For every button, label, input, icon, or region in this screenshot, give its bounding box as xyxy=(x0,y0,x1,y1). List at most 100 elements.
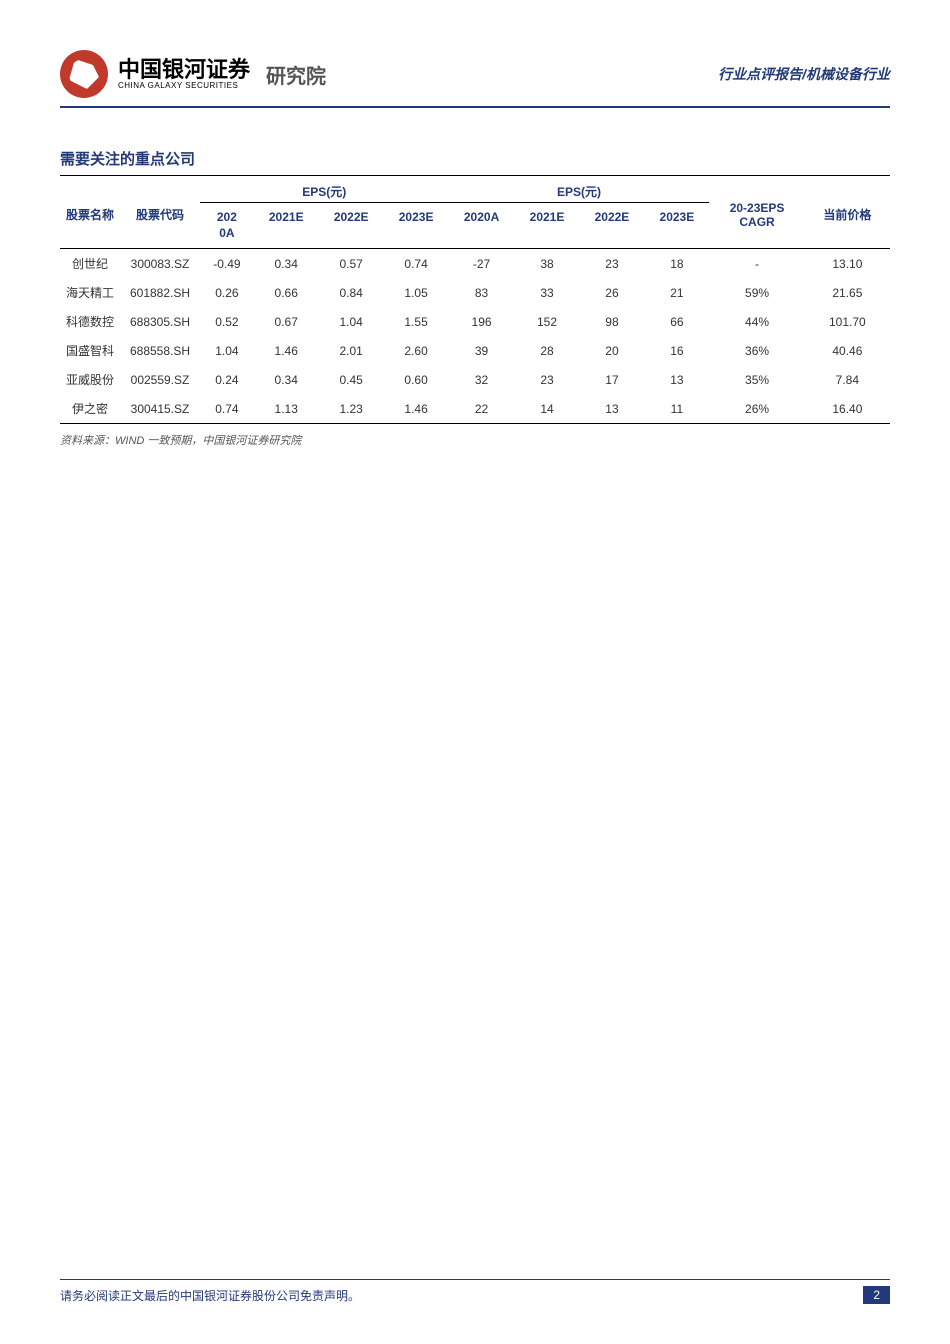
table-cell: 1.23 xyxy=(319,394,384,424)
table-cell: 83 xyxy=(449,278,515,307)
col-header-cagr: 20-23EPS CAGR xyxy=(709,177,804,249)
table-cell: -27 xyxy=(449,249,515,279)
logo-area: 中国银河证券 CHINA GALAXY SECURITIES 研究院 xyxy=(60,50,326,98)
table-cell: 0.74 xyxy=(200,394,254,424)
page-number: 2 xyxy=(863,1286,890,1304)
table-cell: 国盛智科 xyxy=(60,336,120,365)
table-cell: 32 xyxy=(449,365,515,394)
col-header-2021e-pe: 2021E xyxy=(515,202,580,249)
col-header-name: 股票名称 xyxy=(60,177,120,249)
table-cell: 0.66 xyxy=(254,278,319,307)
table-cell: 伊之密 xyxy=(60,394,120,424)
col-header-2021e-eps: 2021E xyxy=(254,202,319,249)
col-header-2020a-eps: 202 0A xyxy=(200,202,254,249)
table-cell: 0.45 xyxy=(319,365,384,394)
table-cell: 亚威股份 xyxy=(60,365,120,394)
table-cell: 13 xyxy=(644,365,709,394)
table-cell: 创世纪 xyxy=(60,249,120,279)
source-note: 资料来源：WIND 一致预期，中国银河证券研究院 xyxy=(60,432,890,448)
table-cell: 21 xyxy=(644,278,709,307)
table-cell: 688558.SH xyxy=(120,336,200,365)
col-header-code: 股票代码 xyxy=(120,177,200,249)
col-header-2020a-pe: 2020A xyxy=(449,202,515,249)
table-row: 海天精工601882.SH0.260.660.841.058333262159%… xyxy=(60,278,890,307)
table-cell: 1.04 xyxy=(319,307,384,336)
table-cell: 26 xyxy=(579,278,644,307)
table-cell: 300415.SZ xyxy=(120,394,200,424)
table-cell: 17 xyxy=(579,365,644,394)
table-cell: 13 xyxy=(579,394,644,424)
col-header-2022e-eps: 2022E xyxy=(319,202,384,249)
table-cell: 28 xyxy=(515,336,580,365)
company-logo-icon xyxy=(60,50,108,98)
table-cell: 14 xyxy=(515,394,580,424)
table-cell: 0.52 xyxy=(200,307,254,336)
table-cell: 22 xyxy=(449,394,515,424)
table-cell: 23 xyxy=(515,365,580,394)
col-header-2023e-eps: 2023E xyxy=(384,202,449,249)
logo-subtitle: 研究院 xyxy=(266,60,326,89)
table-cell: 20 xyxy=(579,336,644,365)
col-header-2023e-pe: 2023E xyxy=(644,202,709,249)
table-cell: 0.34 xyxy=(254,365,319,394)
table-cell: 1.46 xyxy=(384,394,449,424)
table-cell: 0.60 xyxy=(384,365,449,394)
table-cell: 38 xyxy=(515,249,580,279)
col-header-2022e-pe: 2022E xyxy=(579,202,644,249)
table-cell: 0.67 xyxy=(254,307,319,336)
footer-disclaimer: 请务必阅读正文最后的中国银河证券股份公司免责声明。 xyxy=(60,1287,360,1304)
table-cell: 21.65 xyxy=(805,278,890,307)
table-cell: 2.60 xyxy=(384,336,449,365)
table-cell: 0.24 xyxy=(200,365,254,394)
table-cell: 海天精工 xyxy=(60,278,120,307)
table-cell: 2.01 xyxy=(319,336,384,365)
table-row: 亚威股份002559.SZ0.240.340.450.603223171335%… xyxy=(60,365,890,394)
col-group-eps1: EPS(元) xyxy=(200,177,449,203)
table-cell: 13.10 xyxy=(805,249,890,279)
col-header-price: 当前价格 xyxy=(805,177,890,249)
table-row: 科德数控688305.SH0.520.671.041.5519615298664… xyxy=(60,307,890,336)
logo-text-block: 中国银河证券 CHINA GALAXY SECURITIES xyxy=(118,58,250,91)
table-cell: 688305.SH xyxy=(120,307,200,336)
table-cell: 44% xyxy=(709,307,804,336)
page-footer: 请务必阅读正文最后的中国银河证券股份公司免责声明。 2 xyxy=(60,1279,890,1304)
table-cell: 1.05 xyxy=(384,278,449,307)
table-row: 国盛智科688558.SH1.041.462.012.603928201636%… xyxy=(60,336,890,365)
table-cell: 16.40 xyxy=(805,394,890,424)
col-group-eps2: EPS(元) xyxy=(449,177,710,203)
logo-chinese-name: 中国银河证券 xyxy=(118,58,250,82)
table-cell: 0.84 xyxy=(319,278,384,307)
table-cell: 1.04 xyxy=(200,336,254,365)
table-cell: 196 xyxy=(449,307,515,336)
table-cell: 002559.SZ xyxy=(120,365,200,394)
table-cell: 59% xyxy=(709,278,804,307)
companies-table: 股票名称 股票代码 EPS(元) EPS(元) 20-23EPS CAGR 当前… xyxy=(60,176,890,424)
table-cell: -0.49 xyxy=(200,249,254,279)
table-cell: 40.46 xyxy=(805,336,890,365)
table-cell: 1.13 xyxy=(254,394,319,424)
table-cell: 35% xyxy=(709,365,804,394)
table-cell: 601882.SH xyxy=(120,278,200,307)
table-cell: 23 xyxy=(579,249,644,279)
table-cell: 39 xyxy=(449,336,515,365)
table-cell: 0.34 xyxy=(254,249,319,279)
table-cell: 0.26 xyxy=(200,278,254,307)
table-cell: 98 xyxy=(579,307,644,336)
table-cell: 33 xyxy=(515,278,580,307)
table-cell: 科德数控 xyxy=(60,307,120,336)
table-cell: 152 xyxy=(515,307,580,336)
table-cell: 1.55 xyxy=(384,307,449,336)
table-cell: 18 xyxy=(644,249,709,279)
table-cell: 300083.SZ xyxy=(120,249,200,279)
table-cell: 7.84 xyxy=(805,365,890,394)
section-title: 需要关注的重点公司 xyxy=(60,148,890,176)
table-cell: 1.46 xyxy=(254,336,319,365)
table-row: 伊之密300415.SZ0.741.131.231.462214131126%1… xyxy=(60,394,890,424)
table-cell: 0.74 xyxy=(384,249,449,279)
table-cell: 101.70 xyxy=(805,307,890,336)
report-category: 行业点评报告/机械设备行业 xyxy=(718,64,890,84)
table-cell: 26% xyxy=(709,394,804,424)
table-cell: - xyxy=(709,249,804,279)
logo-english-name: CHINA GALAXY SECURITIES xyxy=(118,82,250,91)
table-cell: 11 xyxy=(644,394,709,424)
